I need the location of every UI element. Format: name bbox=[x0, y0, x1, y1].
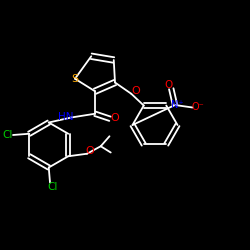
Text: S: S bbox=[72, 74, 78, 84]
Text: O: O bbox=[86, 146, 94, 156]
Text: O: O bbox=[132, 86, 140, 96]
Text: O: O bbox=[110, 113, 119, 123]
Text: Cl: Cl bbox=[2, 130, 13, 140]
Text: O: O bbox=[164, 80, 173, 90]
Text: O⁻: O⁻ bbox=[192, 102, 204, 113]
Text: Cl: Cl bbox=[47, 182, 58, 192]
Text: HN: HN bbox=[58, 112, 74, 122]
Text: N⁺: N⁺ bbox=[171, 100, 183, 110]
